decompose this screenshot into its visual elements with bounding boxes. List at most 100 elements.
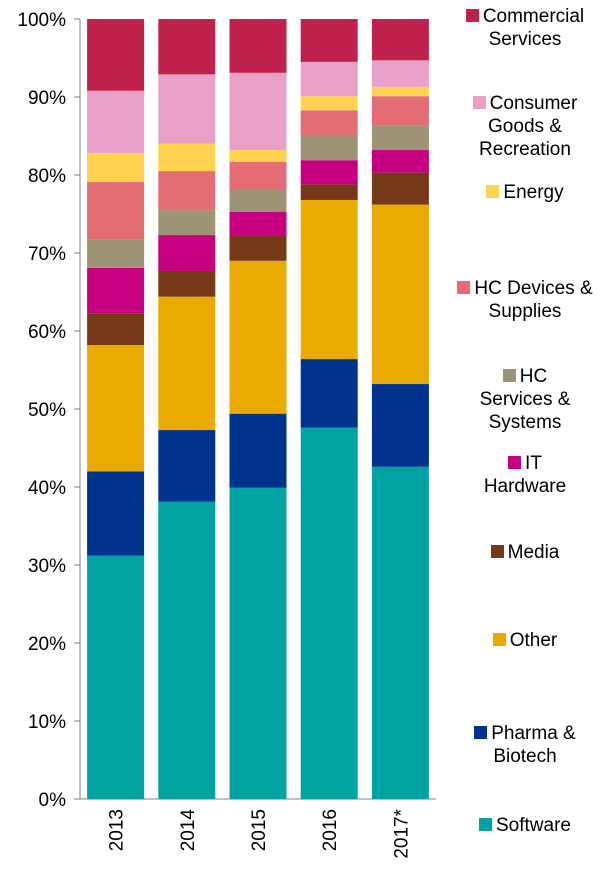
legend-swatch: [457, 281, 471, 294]
x-tick-label: 2014: [178, 809, 199, 852]
x-tick-label: 2017*: [391, 808, 412, 858]
legend-swatch: [486, 185, 500, 198]
legend-item: HC Devices & Supplies: [450, 277, 600, 323]
bar-segment: [371, 96, 429, 126]
bar-segment: [87, 19, 145, 91]
legend-swatch: [465, 9, 479, 22]
bar-segment: [158, 143, 216, 172]
legend-item: Energy: [450, 181, 600, 204]
legend-swatch: [490, 545, 504, 558]
legend-swatch: [479, 818, 492, 831]
y-tick-label: 90%: [28, 88, 66, 109]
legend-item: Pharma & Biotech: [450, 722, 600, 768]
legend-label: Other: [509, 630, 558, 651]
bar-segment: [300, 160, 358, 185]
x-tick-group: 2013: [107, 809, 128, 851]
x-tick-label: 2016: [320, 809, 341, 851]
bar-segment: [158, 171, 216, 211]
x-tick-group: 2015: [249, 809, 270, 851]
bar-segment: [158, 296, 216, 431]
bar-segment: [300, 427, 358, 799]
x-tick-group: 2014: [178, 809, 199, 852]
bar-segment: [300, 19, 358, 62]
bar-segment: [300, 184, 358, 200]
legend-item: Media: [450, 541, 600, 564]
bar-segment: [229, 19, 287, 73]
legend-label: Media: [507, 542, 560, 563]
bar-segment: [87, 313, 145, 346]
bar-segment: [229, 211, 287, 236]
bar-segment: [300, 61, 358, 97]
bar-segment: [229, 161, 287, 190]
legend-swatch: [502, 369, 516, 382]
bar-segment: [87, 555, 145, 799]
legend-label: HC Services & Systems: [479, 366, 571, 433]
x-tick-label: 2015: [249, 809, 270, 851]
bar-segment: [229, 235, 287, 261]
bar-segment: [371, 60, 429, 87]
x-tick-label: 2013: [107, 809, 128, 851]
bar-segment: [371, 150, 429, 173]
bar-segment: [371, 384, 429, 467]
y-tick-label: 0%: [39, 790, 67, 811]
y-tick-label: 60%: [28, 322, 66, 343]
legend-swatch: [474, 726, 488, 739]
legend-item: Consumer Goods & Recreation: [470, 92, 580, 161]
bar-segment: [87, 471, 145, 556]
legend-swatch: [492, 633, 506, 646]
legend-label: Consumer Goods & Recreation: [479, 93, 578, 160]
x-tick-group: 2017*: [391, 808, 412, 858]
bar-segment: [371, 172, 429, 205]
x-tick-group: 2016: [320, 809, 341, 851]
bar-segment: [300, 359, 358, 428]
legend-swatch: [508, 456, 522, 469]
y-tick-label: 30%: [28, 556, 66, 577]
bar-segment: [229, 150, 287, 162]
y-tick-label: 20%: [28, 634, 66, 655]
legend-item: Commercial Services: [450, 5, 600, 51]
bar-segment: [87, 345, 145, 472]
bar-segment: [300, 110, 358, 136]
bar-segment: [158, 19, 216, 75]
bar-segment: [371, 19, 429, 61]
bar-segment: [158, 501, 216, 799]
y-tick-label: 10%: [28, 712, 66, 733]
legend-label: Energy: [503, 182, 564, 203]
y-tick-label: 70%: [28, 244, 66, 265]
bar-segment: [371, 125, 429, 151]
legend-item: IT Hardware: [480, 452, 570, 498]
bar-segment: [158, 270, 216, 297]
legend-swatch: [472, 96, 486, 109]
bar-segment: [87, 267, 145, 314]
bar-segment: [229, 189, 287, 212]
bar-segment: [158, 74, 216, 144]
bar-segment: [300, 199, 358, 360]
bar-segment: [229, 413, 287, 488]
legend-item: HC Services & Systems: [470, 365, 580, 434]
bar-segment: [371, 86, 429, 97]
legend-label: Commercial Services: [482, 6, 585, 50]
bar-segment: [87, 153, 145, 183]
bar-segment: [87, 239, 145, 268]
bar-segment: [300, 96, 358, 111]
y-tick-label: 100%: [17, 10, 66, 31]
legend-label: HC Devices & Supplies: [474, 278, 593, 322]
bar-segment: [87, 182, 145, 240]
legend-label: Software: [496, 815, 571, 836]
bar-segment: [229, 260, 287, 414]
legend-item: Software: [450, 814, 600, 837]
bar-segment: [87, 90, 145, 154]
bar-segment: [158, 430, 216, 502]
bar-segment: [371, 466, 429, 799]
y-tick-label: 80%: [28, 166, 66, 187]
legend-item: Other: [450, 629, 600, 652]
bar-segment: [158, 210, 216, 236]
bar-segment: [158, 235, 216, 271]
bar-segment: [300, 136, 358, 161]
y-tick-label: 40%: [28, 478, 66, 499]
legend-label: IT Hardware: [483, 453, 567, 497]
bar-segment: [371, 204, 429, 385]
legend-label: Pharma & Biotech: [491, 723, 576, 767]
bar-segment: [229, 72, 287, 151]
